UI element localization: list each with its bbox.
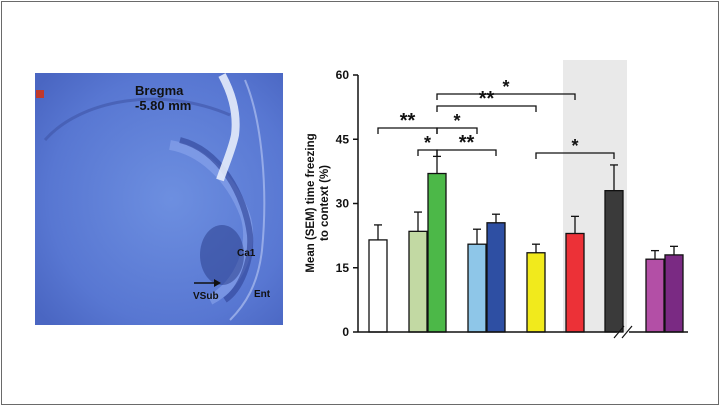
significance-bracket [436,105,537,112]
significance-bracket [436,93,576,100]
significance-bracket [535,152,615,159]
bar [565,232,585,333]
ca1-label: Ca1 [237,248,256,259]
x-axis-break-1 [613,325,625,339]
y-axis-label-line2: to context (%) [319,165,331,241]
bar [408,230,428,333]
significance-label: * [424,133,431,153]
significance-label: * [502,77,509,97]
x-axis-break-2 [621,325,633,339]
bars [368,155,684,333]
bar [486,222,506,333]
bar [604,189,624,333]
tissue-artifact [36,90,44,98]
significance-label: ** [459,132,475,154]
y-tick-label: 0 [342,325,349,339]
significance-bracket [436,127,478,134]
y-tick-label: 30 [336,197,350,211]
significance-label: * [453,111,460,131]
bar [368,239,388,333]
significance-label: ** [479,88,495,110]
ventricle-gap [216,73,240,182]
y-tick-label: 60 [336,68,350,82]
outer-cortex-line [229,79,266,321]
bar [664,254,684,333]
bar [645,258,665,333]
ent-label: Ent [254,289,271,300]
vsub-arrow [194,279,221,287]
bar [526,252,546,333]
significance-label: * [571,136,578,156]
micrograph-panel: Bregma -5.80 mm Ca1 VSub Ent [35,73,283,325]
vsub-label: VSub [193,291,219,302]
significance-bracket [436,149,497,156]
y-tick-label: 15 [336,261,350,275]
ca-field [179,137,254,303]
y-axis: 0 15 30 45 60 [336,68,359,339]
subiculum-dark [200,225,244,285]
significance-brackets: *** ******* [377,77,615,159]
y-tick-label: 45 [336,132,350,146]
bar [427,172,447,333]
bregma-value: -5.80 mm [135,98,191,113]
hippocampal-fissure [43,97,231,141]
x-axis [358,325,688,339]
bar [467,243,487,333]
bar-chart: 0 15 30 45 60 Mean (SEM) time freezing to co… [305,60,688,339]
bregma-label: Bregma [135,83,184,98]
y-axis-label-line1: Mean (SEM) time freezing [305,133,317,272]
significance-label: ** [400,110,416,132]
